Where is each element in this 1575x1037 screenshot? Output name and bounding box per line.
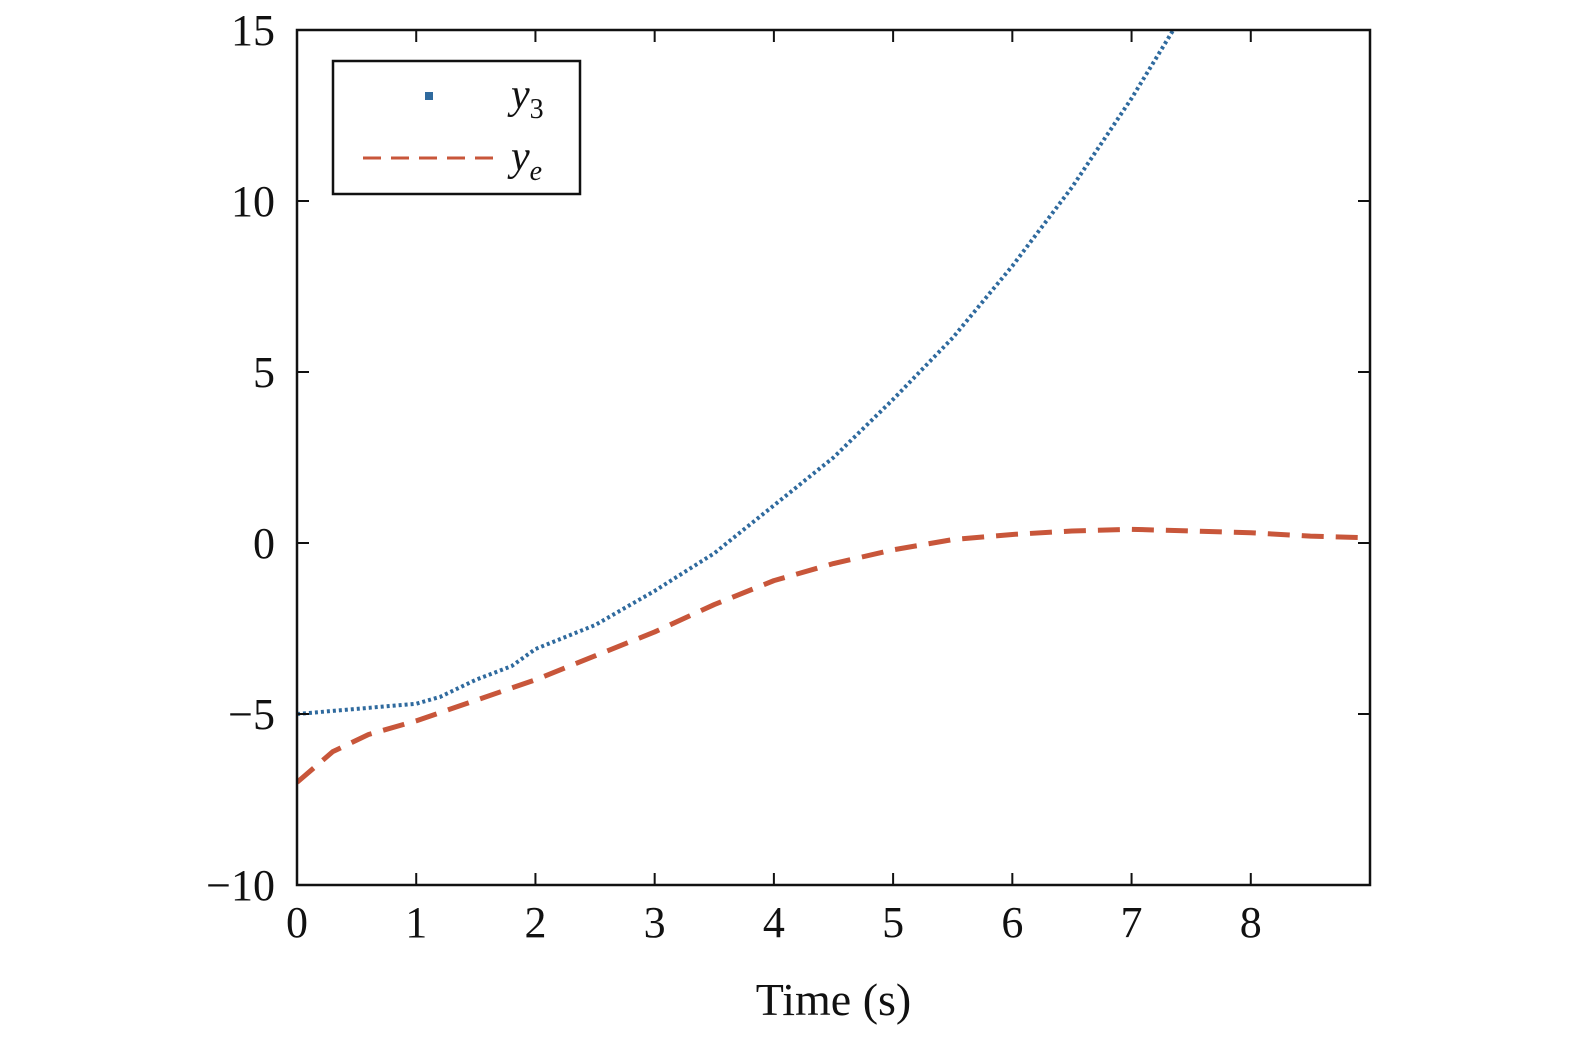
series-line-y3 — [297, 30, 1175, 716]
x-axis-title: Time (s) — [756, 974, 912, 1025]
x-tick-label: 6 — [1001, 898, 1023, 947]
y-tick-label: 5 — [253, 348, 275, 397]
legend-label-subscript: e — [530, 156, 542, 187]
legend-box — [331, 59, 582, 196]
x-tick-label: 2 — [524, 898, 546, 947]
y-tick-label: 0 — [253, 519, 275, 568]
legend-label-base: y — [507, 134, 530, 180]
legend-label-ye: ye — [507, 134, 542, 187]
x-tick-label: 0 — [286, 898, 308, 947]
x-tick-label: 5 — [882, 898, 904, 947]
x-tick-label: 4 — [763, 898, 785, 947]
ticks-layer: 0 1 2 3 4 5 6 7 8 −10 −5 0 5 10 15 — [206, 6, 1370, 947]
x-tick-label: 1 — [405, 898, 427, 947]
plot-frame — [295, 28, 1372, 887]
y-tick-label: 15 — [231, 6, 275, 55]
y-tick-label: 10 — [231, 177, 275, 226]
legend-label-y3: y3 — [507, 72, 544, 125]
legend-label-base: y — [507, 72, 530, 118]
x-tick-label: 7 — [1121, 898, 1143, 947]
legend-swatch-y3 — [425, 92, 433, 100]
series-layer — [297, 30, 1370, 785]
x-tick-label: 3 — [644, 898, 666, 947]
series-line-ye — [297, 526, 1370, 785]
legend-label-subscript: 3 — [530, 94, 544, 125]
y-tick-label: −10 — [206, 861, 275, 910]
y-tick-label: −5 — [228, 690, 275, 739]
x-tick-label: 8 — [1240, 898, 1262, 947]
